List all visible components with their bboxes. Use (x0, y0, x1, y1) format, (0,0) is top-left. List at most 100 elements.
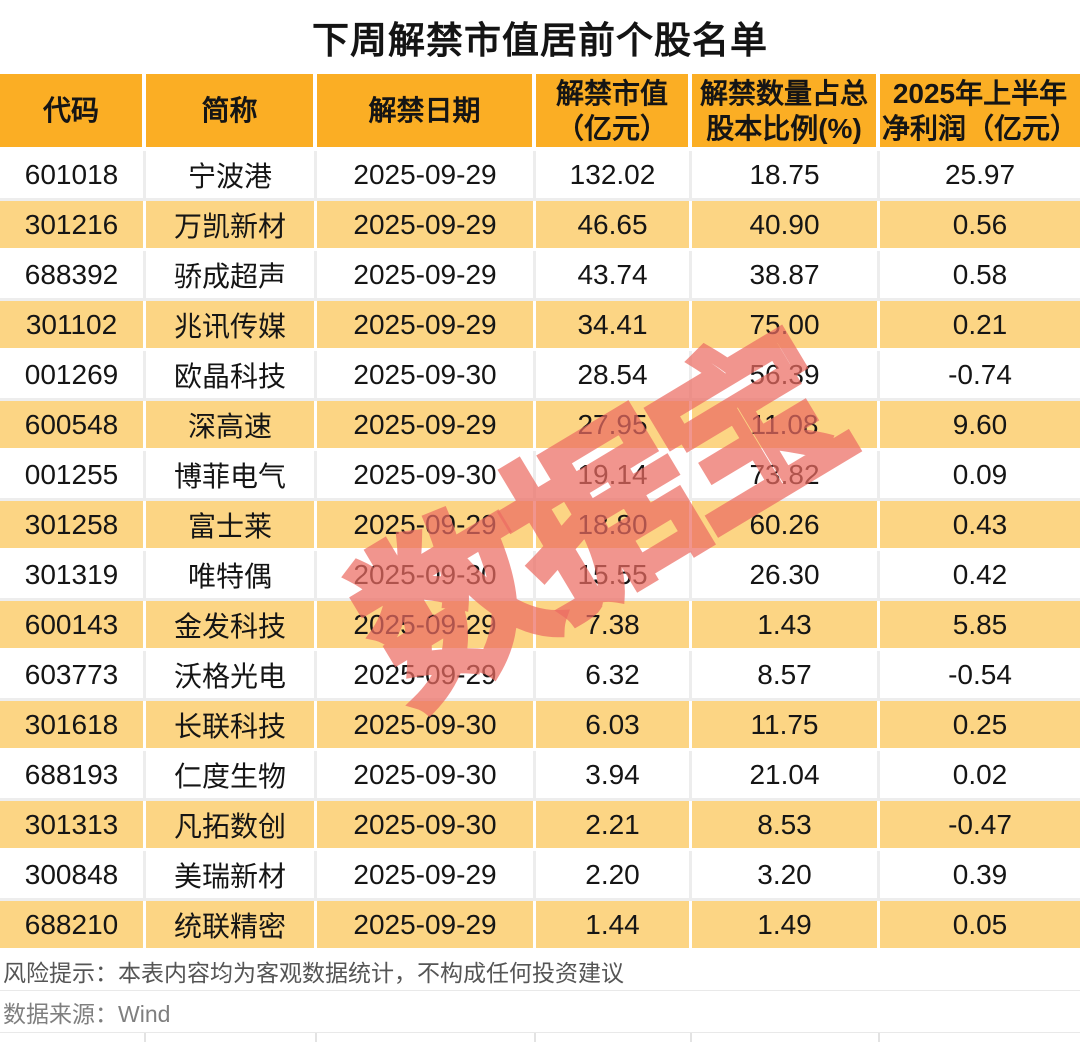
cell-unlock-date: 2025-09-30 (317, 551, 536, 601)
cell-share-ratio: 3.20 (692, 851, 880, 901)
cell-unlock-value: 28.54 (536, 351, 692, 401)
cell-unlock-date: 2025-09-30 (317, 751, 536, 801)
cell-share-ratio: 26.30 (692, 551, 880, 601)
cell-share-ratio: 75.00 (692, 301, 880, 351)
cell-code: 688392 (0, 251, 146, 301)
cell-share-ratio: 11.75 (692, 701, 880, 751)
cell-net-profit: 0.56 (880, 201, 1080, 251)
partial-cell (536, 1033, 692, 1042)
cell-name: 深高速 (146, 401, 317, 451)
table-row: 301216 万凯新材 2025-09-29 46.65 40.90 0.56 (0, 201, 1080, 251)
table-row: 600143 金发科技 2025-09-29 7.38 1.43 5.85 (0, 601, 1080, 651)
cell-name: 统联精密 (146, 901, 317, 951)
cell-unlock-date: 2025-09-29 (317, 401, 536, 451)
cell-net-profit: -0.54 (880, 651, 1080, 701)
cell-net-profit: 0.43 (880, 501, 1080, 551)
header-code: 代码 (0, 74, 146, 151)
cell-name: 仁度生物 (146, 751, 317, 801)
cell-name: 骄成超声 (146, 251, 317, 301)
cell-share-ratio: 11.08 (692, 401, 880, 451)
table-row: 601018 宁波港 2025-09-29 132.02 18.75 25.97 (0, 151, 1080, 201)
cell-code: 603773 (0, 651, 146, 701)
cell-unlock-date: 2025-09-30 (317, 451, 536, 501)
cell-name: 金发科技 (146, 601, 317, 651)
cell-share-ratio: 38.87 (692, 251, 880, 301)
cell-code: 301618 (0, 701, 146, 751)
cell-code: 600548 (0, 401, 146, 451)
table-row: 300848 美瑞新材 2025-09-29 2.20 3.20 0.39 (0, 851, 1080, 901)
table-row: 603773 沃格光电 2025-09-29 6.32 8.57 -0.54 (0, 651, 1080, 701)
cell-unlock-date: 2025-09-30 (317, 351, 536, 401)
cell-unlock-value: 27.95 (536, 401, 692, 451)
cell-code: 301313 (0, 801, 146, 851)
cell-name: 宁波港 (146, 151, 317, 201)
cell-unlock-date: 2025-09-29 (317, 151, 536, 201)
cell-name: 兆讯传媒 (146, 301, 317, 351)
cell-net-profit: 0.09 (880, 451, 1080, 501)
cell-unlock-date: 2025-09-29 (317, 251, 536, 301)
table-row: 301313 凡拓数创 2025-09-30 2.21 8.53 -0.47 (0, 801, 1080, 851)
table-row: 001255 博菲电气 2025-09-30 19.14 73.82 0.09 (0, 451, 1080, 501)
cell-net-profit: -0.74 (880, 351, 1080, 401)
cell-net-profit: -0.47 (880, 801, 1080, 851)
cell-code: 688193 (0, 751, 146, 801)
cell-unlock-date: 2025-09-29 (317, 501, 536, 551)
cell-code: 300848 (0, 851, 146, 901)
cell-unlock-value: 46.65 (536, 201, 692, 251)
cell-unlock-value: 2.21 (536, 801, 692, 851)
cell-net-profit: 0.42 (880, 551, 1080, 601)
table-row: 688392 骄成超声 2025-09-29 43.74 38.87 0.58 (0, 251, 1080, 301)
cell-net-profit: 0.58 (880, 251, 1080, 301)
table-row: 688210 统联精密 2025-09-29 1.44 1.49 0.05 (0, 901, 1080, 951)
header-share-ratio: 解禁数量占总 股本比例(%) (692, 74, 880, 151)
cell-code: 301102 (0, 301, 146, 351)
unlock-table: 代码 简称 解禁日期 解禁市值 （亿元） 解禁数量占总 股本比例(%) 2025… (0, 74, 1080, 951)
cell-unlock-value: 6.32 (536, 651, 692, 701)
cell-unlock-date: 2025-09-29 (317, 851, 536, 901)
risk-note: 风险提示：本表内容均为客观数据统计，不构成任何投资建议 (0, 951, 1080, 991)
cell-share-ratio: 8.53 (692, 801, 880, 851)
table-row: 301618 长联科技 2025-09-30 6.03 11.75 0.25 (0, 701, 1080, 751)
cell-name: 唯特偶 (146, 551, 317, 601)
table-body: 601018 宁波港 2025-09-29 132.02 18.75 25.97 30121… (0, 151, 1080, 951)
header-unlock-date: 解禁日期 (317, 74, 536, 151)
partial-cell (317, 1033, 536, 1042)
cell-net-profit: 0.02 (880, 751, 1080, 801)
cell-name: 博菲电气 (146, 451, 317, 501)
cell-code: 301319 (0, 551, 146, 601)
cell-code: 688210 (0, 901, 146, 951)
cell-share-ratio: 21.04 (692, 751, 880, 801)
cell-share-ratio: 60.26 (692, 501, 880, 551)
partial-cell (146, 1033, 317, 1042)
table-row: 600548 深高速 2025-09-29 27.95 11.08 9.60 (0, 401, 1080, 451)
cell-share-ratio: 73.82 (692, 451, 880, 501)
table-header: 代码 简称 解禁日期 解禁市值 （亿元） 解禁数量占总 股本比例(%) 2025… (0, 74, 1080, 151)
cell-name: 万凯新材 (146, 201, 317, 251)
title-bar: 下周解禁市值居前个股名单 (0, 0, 1080, 74)
cell-net-profit: 9.60 (880, 401, 1080, 451)
data-source-note: 数据来源：Wind (0, 991, 1080, 1033)
cell-name: 凡拓数创 (146, 801, 317, 851)
header-net-profit: 2025年上半年 净利润（亿元） (880, 74, 1080, 151)
cell-net-profit: 0.25 (880, 701, 1080, 751)
cell-code: 600143 (0, 601, 146, 651)
cell-share-ratio: 18.75 (692, 151, 880, 201)
partial-next-row (0, 1033, 1080, 1042)
cell-code: 301216 (0, 201, 146, 251)
cell-name: 欧晶科技 (146, 351, 317, 401)
cell-unlock-value: 6.03 (536, 701, 692, 751)
cell-unlock-value: 1.44 (536, 901, 692, 951)
cell-code: 001269 (0, 351, 146, 401)
cell-net-profit: 0.05 (880, 901, 1080, 951)
cell-unlock-date: 2025-09-29 (317, 651, 536, 701)
cell-net-profit: 25.97 (880, 151, 1080, 201)
cell-share-ratio: 1.43 (692, 601, 880, 651)
cell-name: 长联科技 (146, 701, 317, 751)
risk-note-text: 风险提示：本表内容均为客观数据统计，不构成任何投资建议 (3, 959, 624, 986)
data-source-text: 数据来源：Wind (3, 1000, 171, 1027)
table-row: 301102 兆讯传媒 2025-09-29 34.41 75.00 0.21 (0, 301, 1080, 351)
cell-code: 001255 (0, 451, 146, 501)
cell-unlock-value: 2.20 (536, 851, 692, 901)
cell-net-profit: 5.85 (880, 601, 1080, 651)
header-name: 简称 (146, 74, 317, 151)
